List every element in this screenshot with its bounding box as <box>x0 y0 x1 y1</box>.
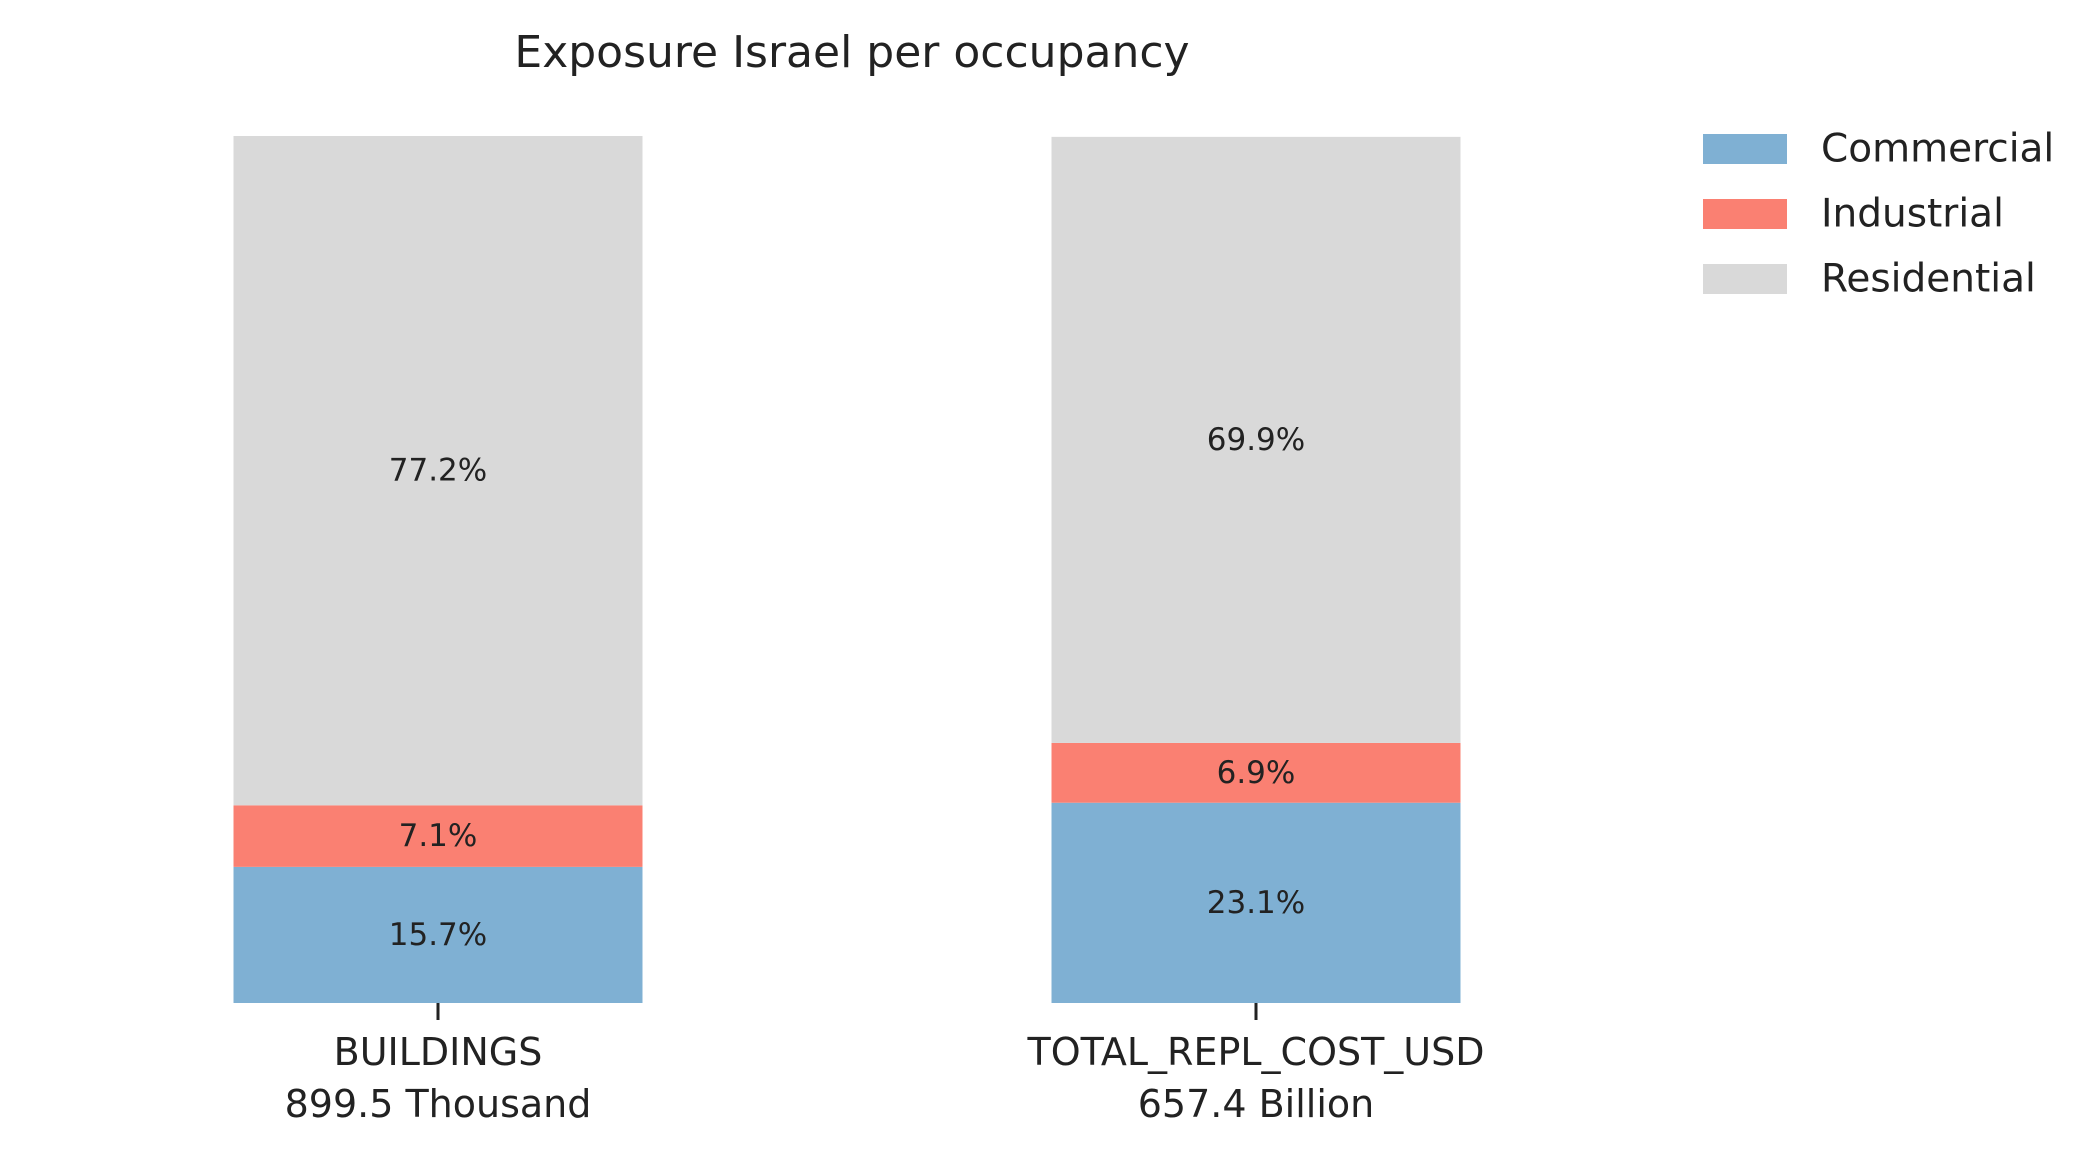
x-tick-label: TOTAL_REPL_COST_USD <box>1026 1030 1484 1074</box>
chart-title: Exposure Israel per occupancy <box>514 27 1189 78</box>
bar-segment-commercial-1 <box>233 866 643 1003</box>
legend-label-commercial: Commercial <box>1821 127 2054 172</box>
legend-label-industrial: Industrial <box>1821 192 2004 237</box>
legend-swatch-residential <box>1703 264 1787 294</box>
x-tick-label: BUILDINGS <box>334 1030 543 1074</box>
bars-layer <box>233 136 1461 1003</box>
bar-value-label: 15.7% <box>389 917 487 953</box>
bar-value-label: 69.9% <box>1207 422 1305 458</box>
bar-value-label: 6.9% <box>1217 755 1296 791</box>
bar-value-label: 77.2% <box>389 453 487 489</box>
x-axis: BUILDINGS 899.5 Thousand TOTAL_REPL_COST_U… <box>285 1003 1485 1126</box>
legend: Commercial Industrial Residential <box>1703 127 2054 302</box>
bar-segment-commercial-2 <box>1051 802 1461 1003</box>
x-tick-total-label: 657.4 Billion <box>1138 1082 1375 1126</box>
bar-value-label: 7.1% <box>399 818 478 854</box>
legend-swatch-industrial <box>1703 199 1787 229</box>
x-tick-total-label: 899.5 Thousand <box>285 1082 592 1126</box>
bar-segment-residential-1 <box>233 136 643 806</box>
bar-segment-residential-2 <box>1051 136 1461 743</box>
bar-segment-industrial-2 <box>1051 742 1461 803</box>
bar-value-label: 23.1% <box>1207 885 1305 921</box>
legend-swatch-commercial <box>1703 134 1787 164</box>
legend-label-residential: Residential <box>1821 257 2036 302</box>
bar-segment-industrial-1 <box>233 805 643 867</box>
bar-labels-layer: 15.7% 7.1% 77.2% 23.1% 6.9% 69.9% <box>389 422 1305 953</box>
